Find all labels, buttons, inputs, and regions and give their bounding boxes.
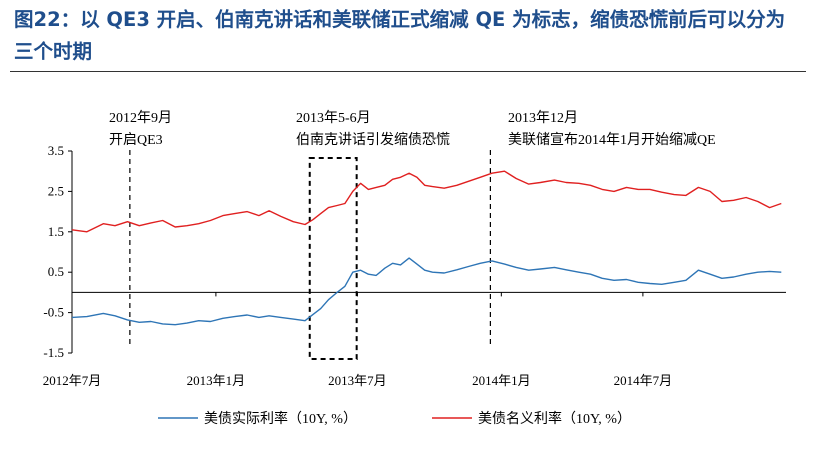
x-tick-label: 2012年7月 <box>43 373 102 388</box>
legend-label: 美债实际利率（10Y, %） <box>204 410 357 427</box>
figure-title: 图22：以 QE3 开启、伯南克讲话和美联储正式缩减 QE 为标志，缩债恐慌前后… <box>14 8 786 63</box>
annotation-date: 2013年12月 <box>508 110 578 126</box>
y-tick-label: 1.5 <box>48 224 64 239</box>
series-lines <box>71 170 782 326</box>
nominal-rate-line <box>71 170 782 233</box>
chart-legend: 美债实际利率（10Y, %） 美债名义利率（10Y, %） <box>158 410 631 427</box>
annotation-date: 2013年5-6月 <box>296 110 371 126</box>
x-tick-label: 2014年1月 <box>472 373 531 388</box>
y-tick-label: 2.5 <box>48 183 64 198</box>
legend-label: 美债名义利率（10Y, %） <box>478 410 631 427</box>
y-tick-label: 0.5 <box>48 264 64 279</box>
y-tick-label: -1.5 <box>43 345 64 360</box>
annotation-text: 美联储宣布2014年1月开始缩减QE <box>508 132 716 148</box>
y-tick-label: -0.5 <box>43 305 64 320</box>
x-tick-label: 2013年1月 <box>187 373 246 388</box>
annotation-text: 伯南克讲话引发缩债恐慌 <box>296 132 450 148</box>
y-tick-label: 3.5 <box>48 143 64 158</box>
real-rate-line <box>71 257 782 326</box>
taper-tantrum-highlight <box>308 157 358 360</box>
annotation-text: 开启QE3 <box>109 132 163 148</box>
title-divider <box>10 71 806 72</box>
chart-axes: 3.5 2.5 1.5 0.5 -0.5 -1.5 2012年7月 2013年1月 2013年7… <box>43 143 786 388</box>
x-tick-label: 2014年7月 <box>614 373 673 388</box>
annotation-date: 2012年9月 <box>109 110 172 126</box>
highlight-box <box>308 157 358 360</box>
x-tick-label: 2013年7月 <box>328 373 387 388</box>
event-markers <box>129 150 491 345</box>
